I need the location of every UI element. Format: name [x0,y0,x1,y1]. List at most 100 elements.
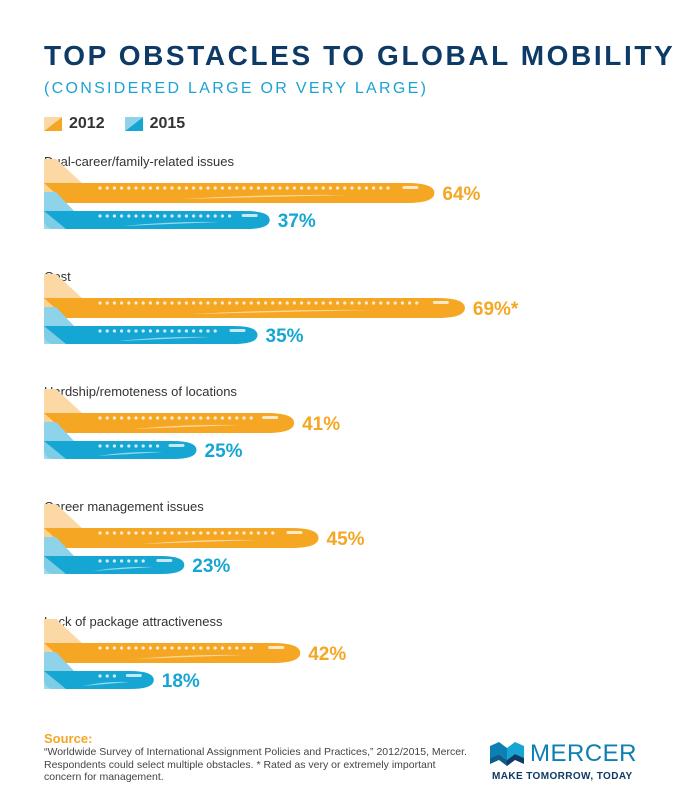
airplane-window [112,301,116,305]
airplane-bar-2015: 23% [44,537,230,577]
airplane-window [271,531,275,535]
airplane-window [213,301,217,305]
airplane-wing [122,221,221,226]
airplane-window [292,301,296,305]
airplane-window [220,186,224,190]
source-text: “Worldwide Survey of International Assig… [44,746,467,783]
airplane-window [192,329,196,333]
airplane-window [120,416,124,420]
airplane-window [199,416,203,420]
airplane-window [134,186,138,190]
airplane-window [300,301,304,305]
airplane-window [141,301,145,305]
airplane-window [184,646,188,650]
airplane-window [120,444,124,448]
airplane-window [112,646,116,650]
airplane-wing [131,424,240,429]
airplane-window [112,531,116,535]
airplane-window [170,416,174,420]
airplane-window [314,301,318,305]
airplane-window [112,329,116,333]
airplane-window [278,301,282,305]
airplane-tail-fin [44,159,82,183]
airplane-window [249,416,253,420]
airplane-window [148,214,152,218]
airplane-window [408,301,412,305]
airplane-window [112,416,116,420]
airplane-window [112,559,116,563]
airplane-cockpit-window [125,674,142,677]
airplane-window [357,301,361,305]
airplane-window [98,531,102,535]
airplane-window [192,301,196,305]
airplane-window [192,214,196,218]
airplane-window [199,186,203,190]
airplane-window [148,531,152,535]
airplane-window [300,186,304,190]
chart-title: TOP OBSTACLES TO GLOBAL MOBILITY [44,40,676,71]
value-label-2015: 23% [192,556,230,577]
airplane-window [177,531,181,535]
airplane-window [393,301,397,305]
airplane-window [206,214,210,218]
airplane-wing [97,451,163,456]
value-label-2015: 25% [205,441,243,462]
airplane-window [213,416,217,420]
airplane-window [328,186,332,190]
airplane-bar-2015: 18% [44,652,200,692]
airplane-window [264,301,268,305]
airplane-window [314,186,318,190]
obstacle-group: Lack of package attractiveness 42% 18% [44,614,346,692]
value-label-2015: 18% [162,671,200,692]
brand-tagline: MAKE TOMORROW, TODAY [492,771,633,782]
airplane-tail-fin [44,422,74,441]
airplane-wing [191,309,373,314]
airplane-window [336,301,340,305]
airplane-cockpit-window [432,301,449,304]
airplane-window [228,646,232,650]
airplane-window [127,301,131,305]
airplane-fuselage [44,326,258,344]
airplane-window [206,531,210,535]
airplane-window [228,214,232,218]
airplane-window [177,646,181,650]
airplane-window [112,444,116,448]
airplane-fuselage [44,211,270,229]
airplane-window [285,301,289,305]
airplane-window [163,186,167,190]
airplane-window [105,186,109,190]
obstacle-group: Cost69%*35% [44,269,519,347]
airplane-cockpit-window [286,531,303,534]
airplane-window [170,531,174,535]
airplane-window [134,301,138,305]
airplane-window [242,186,246,190]
airplane-window [235,301,239,305]
airplane-window [141,531,145,535]
obstacle-group: Dual-career/family-related issues 64% 37% [44,154,481,232]
airplane-window [278,186,282,190]
airplane-window [127,416,131,420]
airplane-fuselage [44,441,197,459]
airplane-tail-fin [44,274,82,298]
airplane-window [141,186,145,190]
airplane-window [249,301,253,305]
airplane-window [120,646,124,650]
airplane-tail-fin [44,504,82,528]
airplane-window [170,301,174,305]
value-label-2012: 41% [302,414,340,435]
airplane-window [264,531,268,535]
airplane-window [98,416,102,420]
airplane-cockpit-window [229,329,246,332]
airplane-fuselage [44,643,301,663]
airplane-window [148,646,152,650]
airplane-cockpit-window [262,416,279,419]
airplane-window [256,531,260,535]
airplane-bar-2015: 35% [44,307,304,347]
airplane-window [192,531,196,535]
airplane-window [372,186,376,190]
airplane-fuselage [44,413,295,433]
airplane-window [156,646,160,650]
airplane-window [199,214,203,218]
airplane-window [184,329,188,333]
airplane-wing [140,539,259,544]
